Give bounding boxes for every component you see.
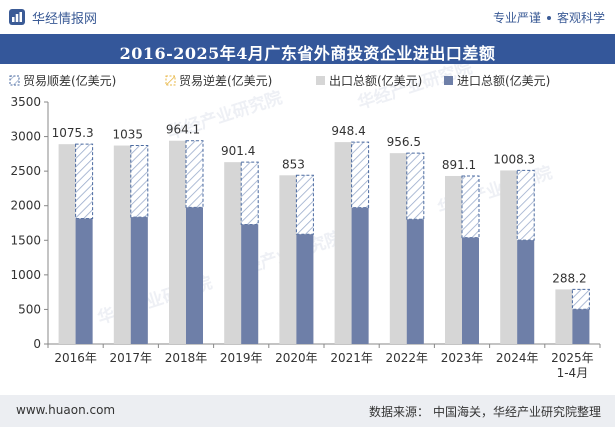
legend-label-surplus: 贸易顺差(亿美元) <box>23 73 116 88</box>
y-axis: 0 500 1000 1500 2000 2500 3000 3500 <box>10 95 49 351</box>
legend: 贸易顺差(亿美元) 贸易逆差(亿美元) 出口总额(亿美元) 进口总额(亿美元) <box>9 73 550 88</box>
bar-import <box>130 217 148 344</box>
bar-surplus <box>461 175 480 239</box>
legend-label-deficit: 贸易逆差(亿美元) <box>179 73 272 88</box>
y-tick-label: 2500 <box>10 164 41 178</box>
data-label: 1075.3 <box>52 126 94 140</box>
x-tick-label: 2019年 <box>220 351 263 365</box>
y-tick-label: 2000 <box>10 199 41 213</box>
y-tick-label: 500 <box>18 302 41 316</box>
x-tick-label: 2017年 <box>110 351 153 365</box>
bar-surplus <box>75 143 94 220</box>
legend-label-export: 出口总额(亿美元) <box>329 73 422 88</box>
brand-logo-icon <box>9 9 25 25</box>
watermark-text: 华经产业研究院 <box>355 64 475 114</box>
bar-surplus <box>406 152 425 220</box>
bar-import <box>462 237 479 344</box>
data-label: 1035 <box>113 128 144 142</box>
data-source: 数据来源： 中国海关，华经产业研究院整理 <box>369 403 601 420</box>
legend-swatch-surplus <box>9 75 20 86</box>
bar-surplus <box>516 169 535 241</box>
data-label: 1008.3 <box>493 152 535 166</box>
data-label: 288.2 <box>552 271 586 285</box>
y-tick-label: 3000 <box>10 130 41 144</box>
bar-surplus <box>185 140 204 208</box>
x-axis: 2016年 2017年 2018年 2019年 2020年 2021年 2022年 2023年… <box>47 343 601 380</box>
x-tick-label: 2022年 <box>386 351 429 365</box>
bar-import <box>241 224 259 344</box>
legend-swatch-import <box>444 76 453 85</box>
x-tick-label: 2023年 <box>441 351 484 365</box>
data-label: 956.5 <box>387 135 421 149</box>
x-tick-label: 2021年 <box>330 351 373 365</box>
data-label: 948.4 <box>331 124 365 138</box>
x-tick-label: 2024年 <box>496 351 539 365</box>
data-label: 853 <box>282 157 305 171</box>
bar-import <box>186 207 203 344</box>
y-tick-label: 3500 <box>10 95 41 109</box>
legend-swatch-export <box>316 76 325 85</box>
x-tick-label: 2018年 <box>165 351 208 365</box>
bar-surplus <box>240 161 259 225</box>
data-label: 891.1 <box>442 158 476 172</box>
data-label: 964.1 <box>166 123 200 137</box>
bar-import <box>296 234 314 344</box>
bar-surplus <box>571 288 590 310</box>
legend-label-import: 进口总额(亿美元) <box>457 73 550 88</box>
x-tick-label: 2016年 <box>54 351 97 365</box>
source-text: 中国海关，华经产业研究院整理 <box>432 405 601 419</box>
watermarks: 华经产业研究院华经产业研究院华经产业研究院华经产业研究院华经产业研究院 <box>95 64 555 329</box>
chart: 华经产业研究院华经产业研究院华经产业研究院华经产业研究院华经产业研究院 贸易顺差… <box>9 64 601 380</box>
motto: 专业严谨 客观科学 <box>493 9 605 26</box>
data-labels: 1075.3 1035 964.1 901.4 853 948.4 956.5 891.1 10… <box>52 123 587 286</box>
data-label: 901.4 <box>221 144 255 158</box>
bar-import <box>351 207 369 344</box>
y-tick-label: 1500 <box>10 233 41 247</box>
motto-right: 客观科学 <box>556 11 605 25</box>
source-label: 数据来源： <box>368 405 429 419</box>
footer: www.huaon.com 数据来源： 中国海关，华经产业研究院整理 <box>0 395 615 427</box>
website-link[interactable]: www.huaon.com <box>16 403 116 417</box>
y-tick-label: 1000 <box>10 268 41 282</box>
motto-left: 专业严谨 <box>492 11 541 25</box>
brand: 华经情报网 <box>8 8 98 27</box>
bar-surplus <box>130 145 149 218</box>
motto-separator-icon <box>546 15 551 20</box>
bar-surplus <box>351 141 370 209</box>
legend-swatch-deficit <box>165 75 176 86</box>
bar-import <box>406 219 424 344</box>
bar-import <box>572 309 590 344</box>
bars <box>58 140 590 344</box>
chart-title: 2016-2025年4月广东省外商投资企业进出口差额 <box>119 44 496 63</box>
bar-import <box>75 218 93 344</box>
bar-surplus <box>295 174 314 235</box>
x-tick-label: 2025年 1-4月 <box>551 351 594 380</box>
x-tick-label: 2020年 <box>275 351 318 365</box>
brand-name: 华经情报网 <box>32 11 98 27</box>
title-bar: 2016-2025年4月广东省外商投资企业进出口差额 <box>0 34 615 64</box>
bar-import <box>517 240 535 344</box>
top-bar: 华经情报网 专业严谨 客观科学 <box>0 0 615 34</box>
y-tick-label: 0 <box>33 337 41 351</box>
